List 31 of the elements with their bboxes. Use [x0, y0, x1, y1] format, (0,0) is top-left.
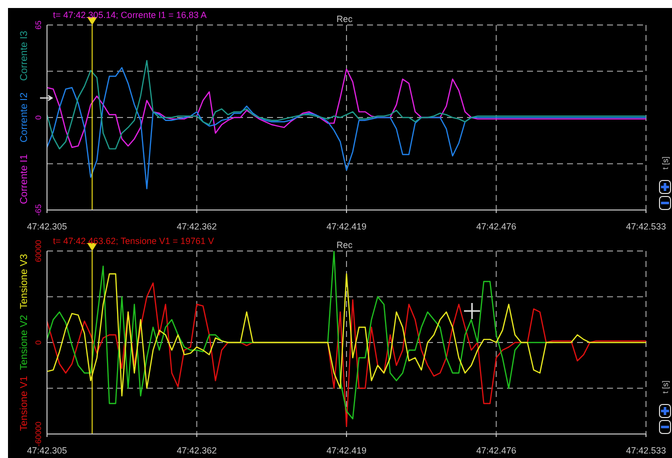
text: Tensione V3: [19, 254, 30, 310]
y-tick-label: 0: [34, 340, 43, 345]
text: Tensione V2: [19, 314, 30, 370]
text: t [s]: [661, 156, 670, 170]
x-tick-label: 47:42.419: [326, 445, 367, 456]
line-series: [47, 273, 646, 396]
x-tick-label: 47:42.362: [176, 221, 217, 232]
x-tick-label: 47:42.533: [626, 445, 666, 456]
y-tick-label: -65: [34, 204, 43, 216]
text: Rec: [336, 240, 353, 250]
y-tick-label: 0: [34, 114, 43, 120]
x-tick-label: 47:42.476: [476, 221, 516, 232]
y-tick-label: 60000: [34, 239, 43, 262]
text: t= 47:42.305.14; Corrente I1 = 16,83 A: [53, 10, 207, 20]
x-tick-label: 47:42.419: [326, 221, 367, 232]
text: Corrente I3: [19, 30, 30, 81]
text: t [s]: [661, 380, 670, 394]
text: Corrente I1: [19, 154, 30, 204]
text: Corrente I2: [19, 92, 30, 143]
text: t= 47:42.463.62; Tensione V1 = 19761 V: [53, 236, 214, 246]
line-series: [47, 67, 646, 190]
y-tick-label: -60000: [34, 421, 43, 446]
y-tick-label: 65: [34, 20, 43, 30]
x-tick-label: 47:42.305: [26, 221, 68, 232]
x-tick-label: 47:42.533: [626, 221, 666, 232]
x-tick-label: 47:42.362: [176, 445, 217, 456]
text: Tensione V1: [19, 376, 30, 432]
text: Rec: [336, 14, 353, 24]
x-tick-label: 47:42.476: [476, 445, 516, 456]
line-series: [47, 282, 646, 427]
x-tick-label: 47:42.305: [26, 445, 68, 456]
